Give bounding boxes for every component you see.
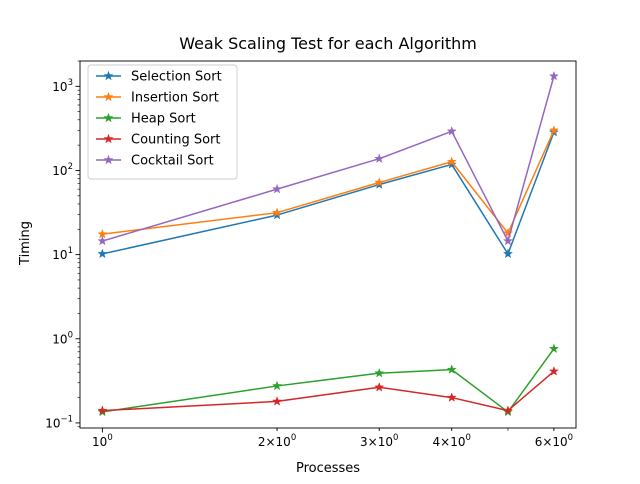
legend-marker [103, 133, 114, 144]
data-point [97, 235, 108, 246]
data-point [374, 367, 385, 378]
x-tick-label: 100 [92, 433, 113, 449]
series-line [101, 370, 555, 412]
data-point [548, 124, 559, 135]
x-tick-label-base: 3×10 [360, 435, 393, 449]
legend-entry-0: Selection Sort [96, 70, 222, 85]
legend-marker [103, 70, 114, 81]
x-tick-label-exponent: 0 [568, 433, 573, 443]
data-point [548, 365, 559, 376]
data-point [446, 364, 457, 374]
x-tick-label: 2×100 [258, 433, 296, 449]
x-tick-label-exponent: 0 [107, 433, 112, 443]
x-axis-label: Processes [296, 461, 360, 476]
legend-marker [103, 154, 114, 165]
x-tick-label-base: 4×10 [433, 435, 466, 449]
legend-entry-4: Cocktail Sort [96, 154, 214, 169]
x-tick-label-base: 2×10 [258, 435, 291, 449]
series-line [101, 347, 555, 413]
data-point [548, 70, 559, 81]
data-point [271, 183, 283, 194]
data-point [502, 405, 514, 415]
y-tick-label-base: 10 [52, 332, 67, 346]
x-tick-label: 6×100 [535, 433, 573, 449]
y-axis-label: Timing [18, 221, 33, 266]
y-tick-label-base: 10 [45, 416, 60, 430]
plot-area [97, 70, 559, 417]
y-tick-label-base: 10 [52, 164, 67, 178]
legend-marker [103, 91, 114, 102]
y-tick-label-exponent: 1 [68, 246, 73, 256]
data-point [548, 343, 559, 354]
x-tick-label: 4×100 [433, 433, 471, 449]
data-point [374, 177, 385, 187]
chart-title: Weak Scaling Test for each Algorithm [179, 34, 477, 53]
legend-label: Counting Sort [131, 133, 221, 148]
data-point [374, 153, 385, 164]
x-tick-label-exponent: 0 [465, 433, 470, 443]
y-tick-label-exponent: 0 [68, 330, 73, 340]
legend-marker [103, 112, 114, 123]
y-tick-label: 101 [52, 246, 73, 262]
y-tick-label-exponent: 2 [68, 162, 73, 172]
legend-entry-2: Heap Sort [96, 112, 196, 127]
data-point [271, 207, 283, 218]
legend-entry-3: Counting Sort [96, 133, 221, 148]
y-tick-label-exponent: 3 [68, 78, 73, 88]
series-4 [97, 70, 559, 246]
series-3 [97, 365, 559, 415]
x-tick-label-exponent: 0 [291, 433, 296, 443]
y-tick-label: 103 [52, 78, 73, 94]
data-point [446, 125, 457, 136]
y-tick-label-base: 10 [52, 80, 67, 94]
series-line [101, 75, 555, 242]
legend-label: Cocktail Sort [131, 154, 214, 169]
data-point [446, 156, 457, 167]
legend-box [87, 64, 238, 180]
legend-label: Heap Sort [131, 112, 196, 127]
y-tick-label: 10−1 [45, 414, 73, 430]
y-tick-label: 102 [52, 162, 73, 178]
x-tick-label-base: 6×10 [535, 435, 568, 449]
data-point [502, 235, 514, 246]
data-point [502, 248, 514, 259]
x-tick-label-exponent: 0 [393, 433, 398, 443]
data-point [446, 392, 457, 402]
x-tick-label-base: 10 [92, 435, 107, 449]
legend: Selection Sort Insertion Sort Heap Sort Cou… [87, 64, 238, 180]
y-tick-label-base: 10 [52, 248, 67, 262]
data-point [271, 380, 283, 391]
x-tick-label: 3×100 [360, 433, 398, 449]
legend-label: Selection Sort [131, 70, 222, 85]
legend-entry-1: Insertion Sort [96, 91, 219, 106]
y-tick-label-exponent: −1 [60, 414, 73, 424]
y-tick-label: 100 [52, 330, 73, 346]
series-line [101, 131, 555, 255]
axes-frame [79, 60, 577, 429]
data-point [97, 248, 108, 259]
legend-label: Insertion Sort [131, 91, 219, 106]
data-point [374, 381, 385, 392]
data-point [271, 396, 283, 406]
data-point [97, 405, 108, 415]
